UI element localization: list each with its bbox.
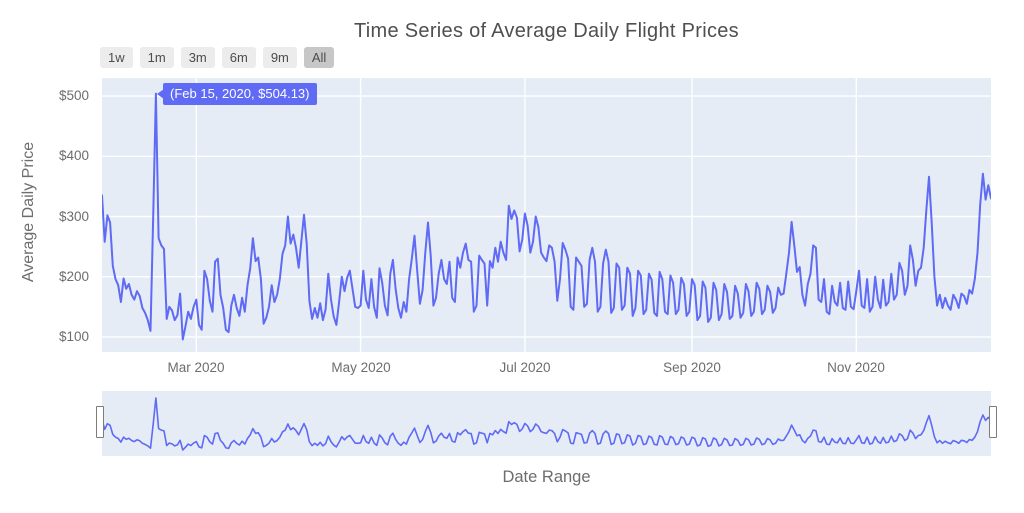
- y-tick-label: $100: [58, 329, 89, 344]
- y-tick-label: $300: [58, 209, 89, 224]
- x-tick-label: Mar 2020: [167, 360, 225, 375]
- price-line-chart: [102, 78, 991, 352]
- range-button-3m[interactable]: 3m: [180, 47, 215, 68]
- date-range-slider[interactable]: [96, 391, 997, 456]
- y-tick-label: $500: [58, 88, 89, 103]
- slider-mini-chart: [102, 397, 991, 451]
- main-plot-area[interactable]: [102, 78, 991, 352]
- range-button-1w[interactable]: 1w: [100, 47, 133, 68]
- x-tick-label: Nov 2020: [827, 360, 885, 375]
- x-axis-ticks: Mar 2020 May 2020 Jul 2020 Sep 2020 Nov …: [102, 358, 991, 378]
- y-tick-label: $200: [58, 269, 89, 284]
- range-button-6m[interactable]: 6m: [221, 47, 256, 68]
- x-tick-label: Jul 2020: [499, 360, 551, 375]
- chart-title: Time Series of Average Daily Flight Pric…: [354, 20, 739, 42]
- x-axis-title: Date Range: [502, 468, 591, 486]
- range-selector: 1w 1m 3m 6m 9m All: [100, 47, 335, 68]
- range-button-9m[interactable]: 9m: [262, 47, 297, 68]
- y-tick-label: $400: [58, 148, 89, 163]
- annotation-arrow-icon: [157, 89, 164, 99]
- x-tick-label: May 2020: [331, 360, 391, 375]
- slider-right-handle[interactable]: [989, 406, 997, 438]
- slider-left-handle[interactable]: [96, 406, 104, 438]
- x-tick-label: Sep 2020: [663, 360, 721, 375]
- range-button-1m[interactable]: 1m: [139, 47, 174, 68]
- peak-annotation: (Feb 15, 2020, $504.13): [157, 83, 317, 105]
- range-button-all[interactable]: All: [303, 47, 335, 68]
- annotation-text: (Feb 15, 2020, $504.13): [170, 86, 310, 101]
- y-axis-ticks: $500 $400 $300 $200 $100: [0, 78, 96, 352]
